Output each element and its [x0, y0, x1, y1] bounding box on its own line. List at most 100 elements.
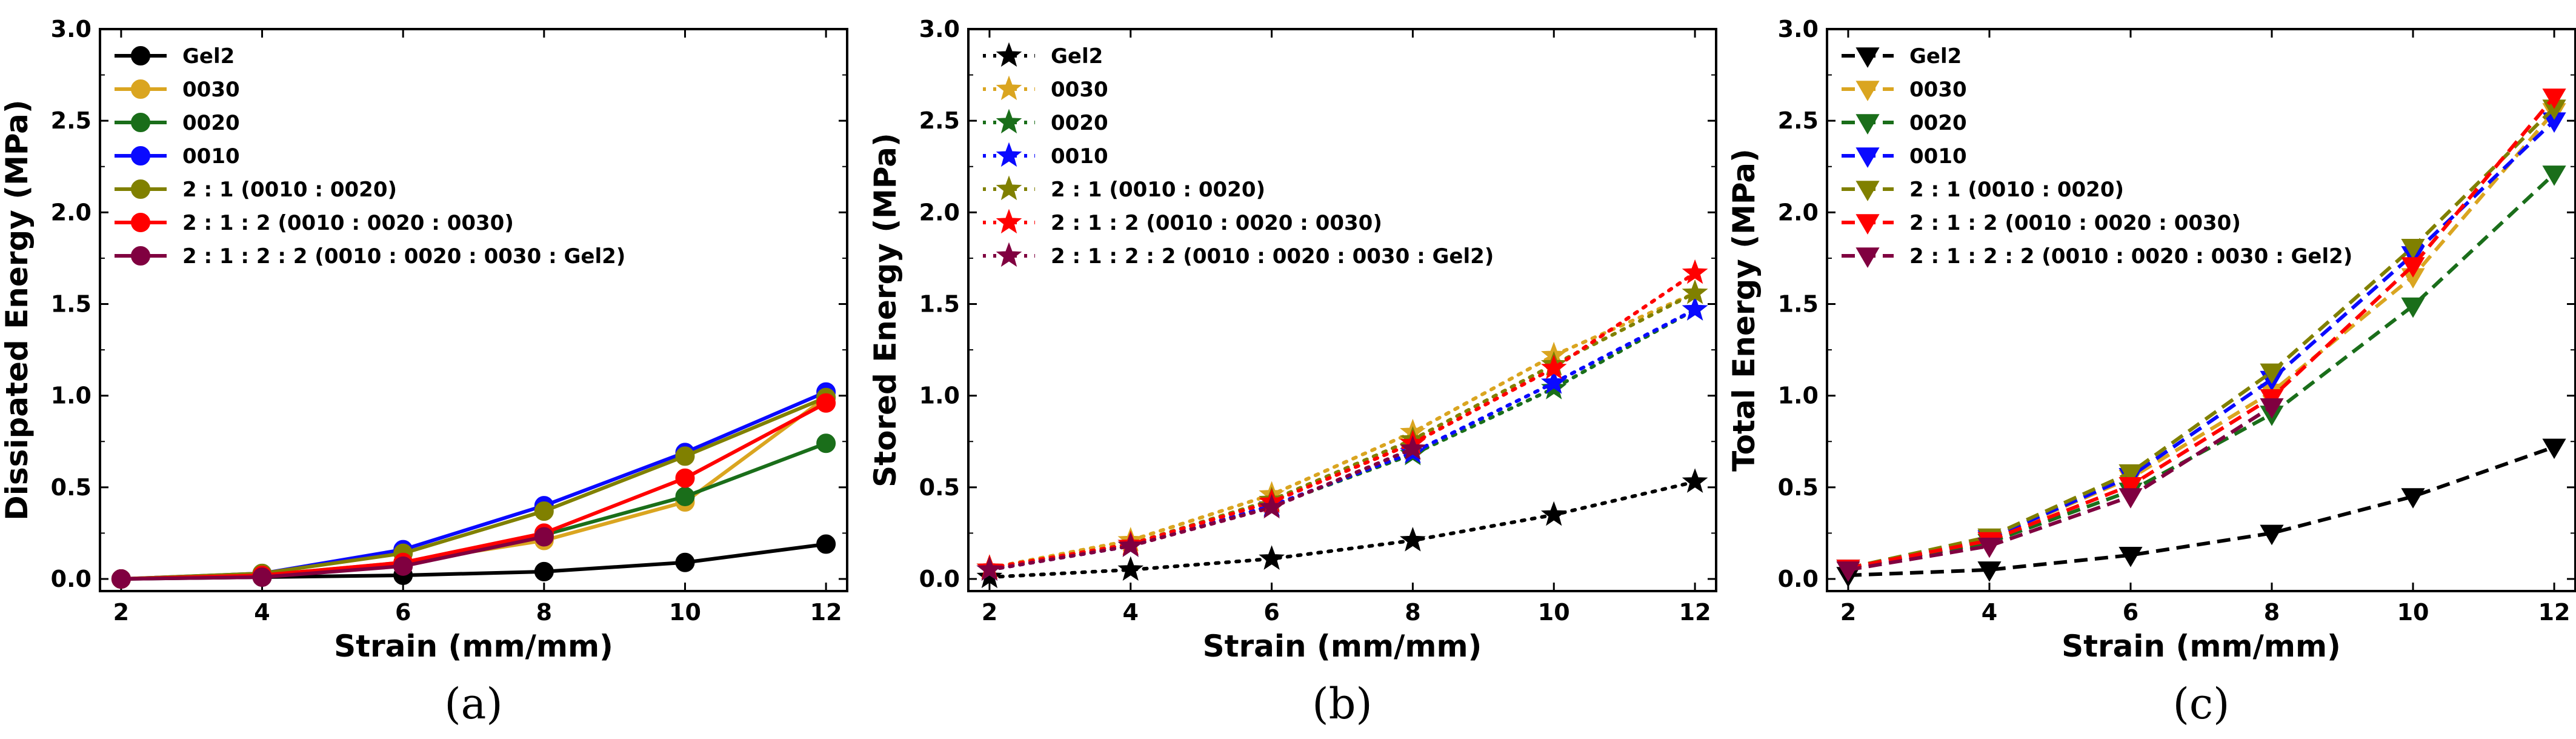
- y-tick-label: 0.0: [919, 566, 960, 592]
- legend: Gel2 0030 0020 0010 2 : 1 (0010 : 0020) 2 : 1…: [1842, 44, 2352, 269]
- legend-marker: [131, 46, 150, 65]
- x-tick-label: 10: [1538, 599, 1570, 626]
- data-point: [534, 527, 554, 547]
- y-tick-label: 2.5: [919, 107, 960, 134]
- chart-panel-1: 2 4 6 8 10 12 0.0 0.5 1.0 1.5 2.0 2.5 3.0 Strain (mm/…: [0, 16, 848, 729]
- x-axis-label: Strain (mm/mm): [334, 629, 613, 664]
- x-tick-label: 6: [2123, 599, 2138, 626]
- x-tick-label: 4: [254, 599, 270, 626]
- data-point: [675, 486, 695, 506]
- series-0020: [976, 296, 1708, 581]
- x-tick-label: 10: [2397, 599, 2429, 626]
- data-point: [1682, 296, 1708, 321]
- x-tick-label: 6: [395, 599, 411, 626]
- data-point: [2118, 546, 2143, 567]
- x-tick-label: 10: [669, 599, 701, 626]
- x-tick-label: 12: [2538, 599, 2571, 626]
- data-point: [2401, 297, 2425, 318]
- data-point: [1682, 279, 1708, 304]
- legend-marker: [996, 109, 1022, 134]
- y-tick-label: 2.5: [1778, 107, 1819, 134]
- x-tick-label: 2: [982, 599, 997, 626]
- legend-marker: [1855, 181, 1880, 201]
- data-point: [1540, 354, 1567, 380]
- data-point: [1540, 501, 1567, 526]
- y-tick-label: 3.0: [51, 16, 92, 42]
- data-point: [1117, 556, 1144, 581]
- y-tick-label: 1.5: [51, 291, 92, 318]
- series-line: [1848, 445, 2555, 577]
- legend-marker: [1855, 47, 1880, 68]
- y-tick-label: 2.0: [919, 199, 960, 226]
- legend-label: 2 : 1 : 2 : 2 (0010 : 0020 : 0030 : Gel2…: [182, 244, 625, 269]
- legend-marker: [131, 246, 150, 266]
- data-point: [1836, 561, 1860, 582]
- y-tick-label: 0.0: [1778, 566, 1819, 592]
- series-line: [987, 291, 1697, 570]
- data-point: [2401, 257, 2425, 278]
- legend-marker: [996, 175, 1022, 201]
- legend-marker: [996, 242, 1022, 267]
- plot-frame: [967, 28, 1717, 592]
- legend-label: 0020: [1909, 111, 1967, 135]
- data-point: [1400, 435, 1426, 460]
- y-tick-label: 1.0: [919, 383, 960, 409]
- data-point: [534, 501, 554, 521]
- data-point: [252, 567, 272, 587]
- data-point: [2260, 398, 2284, 419]
- data-point: [675, 468, 695, 488]
- y-axis-label: Dissipated Energy (MPa): [0, 99, 35, 520]
- data-point: [675, 446, 695, 466]
- series-line: [987, 480, 1697, 579]
- data-point: [2542, 438, 2566, 460]
- x-tick-label: 4: [1123, 599, 1139, 626]
- y-tick-label: 2.0: [1778, 199, 1819, 226]
- series-gel2: [976, 468, 1708, 589]
- series-2-1-2-0010-0020-0030-: [111, 393, 836, 589]
- series-line: [987, 291, 1697, 570]
- series-line: [987, 307, 1697, 572]
- legend-label: 2 : 1 : 2 (0010 : 0020 : 0030): [1051, 211, 1382, 235]
- x-tick-label: 2: [113, 599, 129, 626]
- series-line: [1848, 106, 2556, 570]
- legend-label: Gel2: [1909, 44, 1962, 69]
- series-0010: [976, 296, 1708, 581]
- legend-marker: [131, 146, 150, 166]
- legend-marker: [996, 42, 1022, 67]
- series-line: [1848, 95, 2556, 570]
- data-point: [1540, 369, 1567, 394]
- series-line: [987, 447, 1415, 572]
- legend-marker: [131, 79, 150, 99]
- plot-frame: [99, 28, 848, 592]
- data-point: [2401, 488, 2425, 509]
- data-point: [2260, 363, 2284, 384]
- series-line: [987, 307, 1697, 572]
- y-tick-label: 3.0: [1778, 16, 1819, 42]
- legend-label: Gel2: [182, 44, 235, 69]
- legend-marker: [1855, 214, 1880, 235]
- data-point: [1117, 532, 1144, 557]
- legend-marker: [131, 179, 150, 199]
- data-point: [2260, 524, 2284, 546]
- data-point: [1682, 468, 1708, 493]
- series-2-1-0010-0020-: [976, 279, 1708, 580]
- legend-label: 0010: [182, 144, 240, 169]
- data-point: [1977, 537, 2002, 558]
- data-point: [2542, 166, 2566, 186]
- series-2-1-2-2-0010-0020-0030-gel2-: [976, 435, 1426, 581]
- legend-label: 0020: [1051, 111, 1108, 135]
- data-point: [2542, 89, 2566, 109]
- y-tick-label: 1.0: [1778, 383, 1819, 409]
- legend-label: 0030: [1051, 78, 1108, 102]
- legend-label: 0010: [1051, 144, 1108, 169]
- legend-label: Gel2: [1051, 44, 1103, 69]
- data-point: [816, 534, 836, 554]
- legend-marker: [1855, 147, 1880, 168]
- x-axis-label: Strain (mm/mm): [2062, 629, 2341, 664]
- data-point: [816, 433, 836, 453]
- data-point: [2118, 488, 2143, 509]
- data-point: [1682, 259, 1708, 284]
- series-0030: [1836, 103, 2566, 580]
- series-line: [987, 271, 1697, 570]
